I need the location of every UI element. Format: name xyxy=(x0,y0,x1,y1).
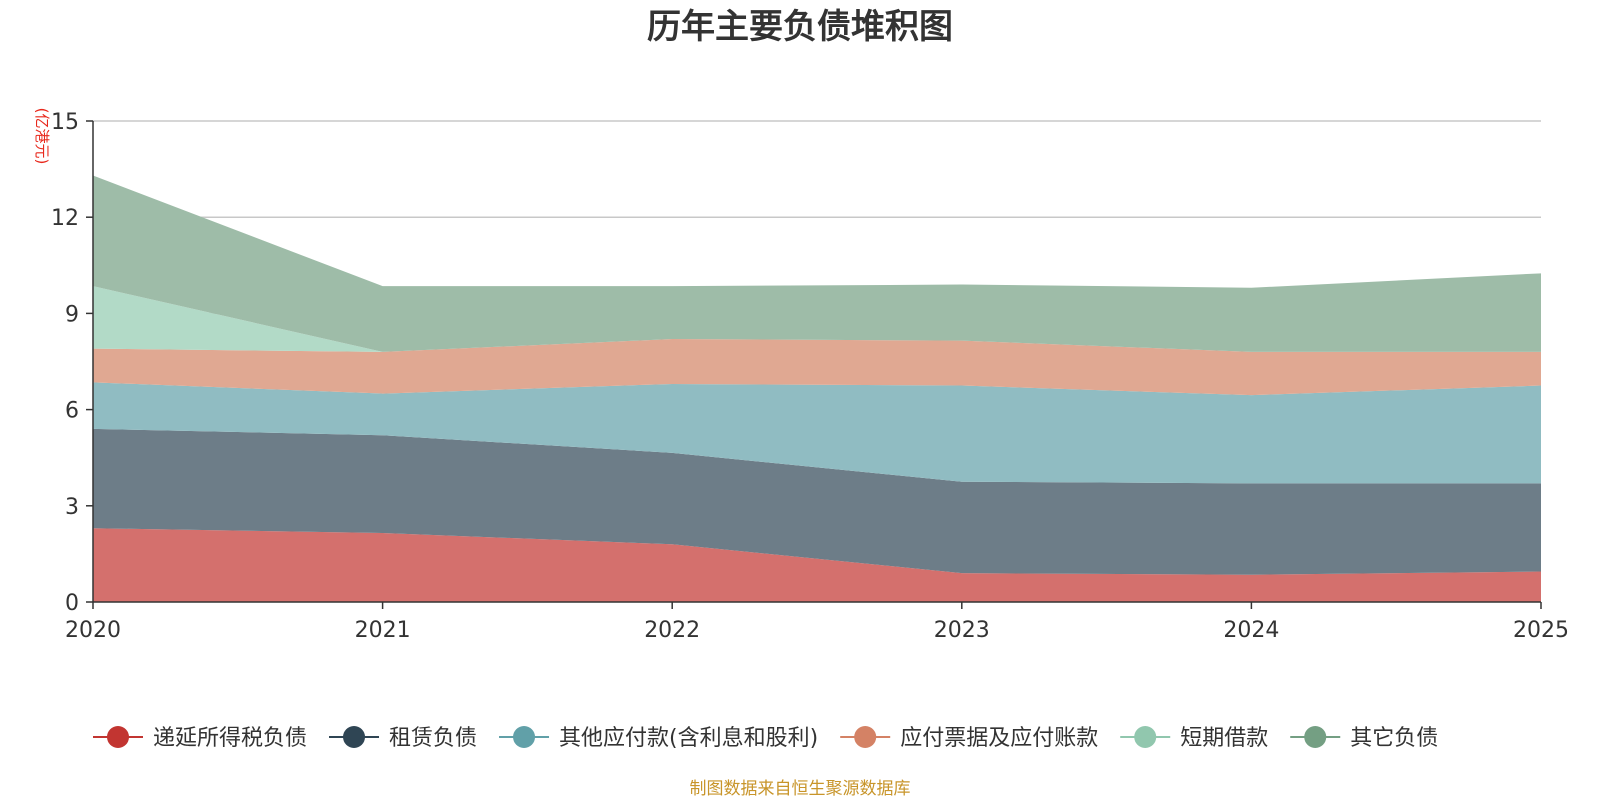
x-tick-label-2021: 2021 xyxy=(355,618,411,643)
legend-label: 应付票据及应付账款 xyxy=(900,726,1098,751)
legend-item-2[interactable]: 其他应付款(含利息和股利) xyxy=(499,726,818,751)
legend-label: 租赁负债 xyxy=(389,726,477,751)
legend-marker-icon xyxy=(513,726,536,748)
x-tick-label-2022: 2022 xyxy=(644,618,700,643)
y-tick-label-6: 6 xyxy=(65,399,79,424)
legend-item-0[interactable]: 递延所得税负债 xyxy=(93,726,307,751)
data-source-note: 制图数据来自恒生聚源数据库 xyxy=(690,779,911,799)
y-axis-unit-label: (亿港元) xyxy=(33,108,51,165)
axes: 0 3 6 9 12 15 2020 2021 2022 2023 2024 2025 xyxy=(51,110,1569,643)
x-tick-label-2024: 2024 xyxy=(1223,618,1279,643)
area-series-group xyxy=(93,175,1541,602)
y-tick-label-0: 0 xyxy=(65,591,79,616)
legend-marker-icon xyxy=(1304,726,1327,748)
x-tick-label-2023: 2023 xyxy=(934,618,990,643)
y-tick-label-9: 9 xyxy=(65,302,79,327)
legend-item-5[interactable]: 其它负债 xyxy=(1290,726,1438,751)
legend-item-3[interactable]: 应付票据及应付账款 xyxy=(840,726,1098,751)
chart-title: 历年主要负债堆积图 xyxy=(647,7,953,47)
area-series-3 xyxy=(93,339,1541,396)
y-tick-label-12: 12 xyxy=(51,206,79,231)
legend-label: 其他应付款(含利息和股利) xyxy=(559,726,818,751)
area-series-1 xyxy=(93,428,1541,575)
area-series-4 xyxy=(93,286,1541,352)
legend-marker-icon xyxy=(1134,726,1157,748)
legend-marker-icon xyxy=(343,726,366,748)
y-tick-label-15: 15 xyxy=(51,110,79,135)
y-tick-label-3: 3 xyxy=(65,495,79,520)
legend-label: 递延所得税负债 xyxy=(153,726,307,751)
legend-label: 其它负债 xyxy=(1350,726,1438,751)
area-series-5 xyxy=(93,175,1541,352)
x-tick-label-2025: 2025 xyxy=(1513,618,1569,643)
legend-label: 短期借款 xyxy=(1180,726,1268,751)
area-series-0 xyxy=(93,528,1541,602)
legend[interactable]: 递延所得税负债 租赁负债 其他应付款(含利息和股利) 应付票据及应付账款 短期借款 其它负… xyxy=(93,726,1438,751)
legend-item-4[interactable]: 短期借款 xyxy=(1120,726,1268,751)
area-series-2 xyxy=(93,382,1541,484)
legend-item-1[interactable]: 租赁负债 xyxy=(329,726,477,751)
x-tick-label-2020: 2020 xyxy=(65,618,121,643)
legend-marker-icon xyxy=(854,726,877,748)
legend-marker-icon xyxy=(107,726,129,748)
